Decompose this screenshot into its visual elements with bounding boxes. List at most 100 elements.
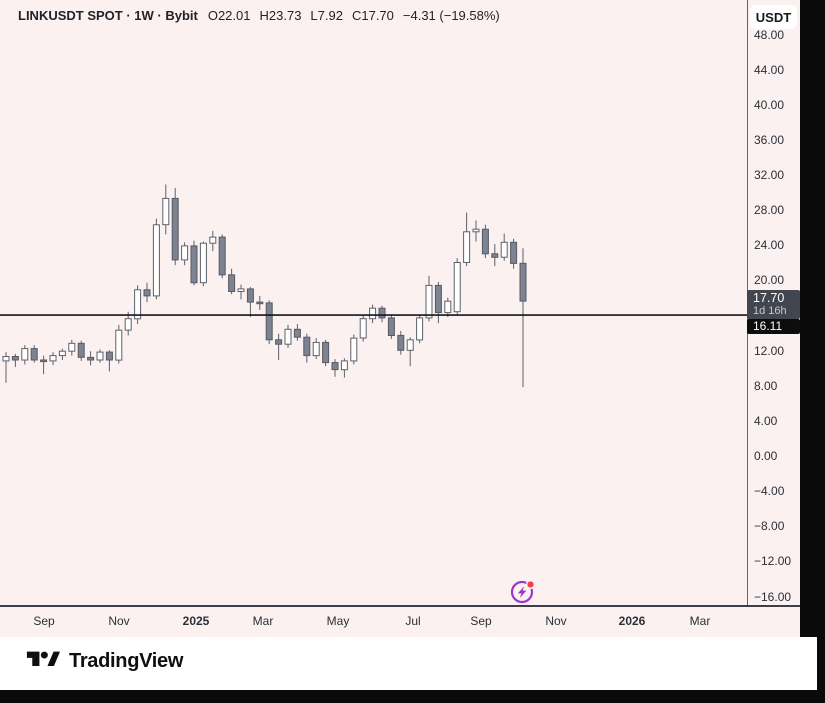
candle <box>293 324 301 341</box>
candle <box>340 358 348 378</box>
currency-button[interactable]: USDT <box>750 5 797 29</box>
tradingview-logo-link[interactable]: TradingView <box>26 650 183 673</box>
candle <box>303 333 311 363</box>
candle <box>115 324 123 364</box>
price-tick-label: 20.00 <box>754 273 785 288</box>
ohlc-open: O22.01 <box>207 8 251 23</box>
price-tick-label: 32.00 <box>754 168 785 183</box>
price-tick-label: 12.00 <box>754 343 785 358</box>
candle <box>322 339 330 367</box>
candlestick-chart[interactable] <box>0 0 747 605</box>
time-tick-label: 2026 <box>618 614 646 628</box>
footer-bar: TradingView <box>0 637 817 690</box>
candle <box>162 184 170 235</box>
candle <box>397 331 405 355</box>
candle <box>416 315 424 344</box>
candle <box>2 352 10 383</box>
price-tick-label: 36.00 <box>754 132 785 147</box>
candle <box>134 285 142 324</box>
candle <box>181 242 189 266</box>
price-axis[interactable]: 48.00 44.00 40.00 36.00 32.00 28.00 24.00 20.00… <box>747 0 800 605</box>
price-tick-label: 44.00 <box>754 62 785 77</box>
candle <box>265 300 273 345</box>
time-tick-label: 2025 <box>182 614 210 628</box>
candle <box>491 244 499 267</box>
candle <box>453 258 461 316</box>
time-tick-label: Sep <box>470 614 492 628</box>
price-tick-label: 8.00 <box>754 378 778 393</box>
current-price-badge: 17.70 1d 16h <box>747 290 800 319</box>
tradingview-brand-text: TradingView <box>69 650 184 672</box>
candle <box>49 352 57 366</box>
symbol-legend[interactable]: LINKUSDT SPOT · 1W · Bybit O22.01 H23.73 L7… <box>18 8 509 23</box>
ohlc-close: C17.70 <box>351 8 394 23</box>
spark-icon[interactable] <box>509 578 537 606</box>
candle <box>96 349 104 363</box>
candle <box>30 345 38 363</box>
candle <box>58 348 66 360</box>
price-tick-label: 28.00 <box>754 203 785 218</box>
candle <box>359 315 367 342</box>
price-tick-label: 40.00 <box>754 97 785 112</box>
price-tick-label: −16.00 <box>754 589 792 604</box>
price-tick-label: 48.00 <box>754 27 785 42</box>
candle <box>434 281 442 324</box>
candle <box>143 282 151 303</box>
candle <box>152 218 160 300</box>
price-tick-label: −4.00 <box>754 484 785 499</box>
time-tick-label: Jul <box>405 614 421 628</box>
candle <box>369 304 377 324</box>
candle <box>378 305 386 323</box>
candle <box>228 268 236 295</box>
current-price-value: 17.70 <box>753 291 785 305</box>
price-tick-label: 24.00 <box>754 238 785 253</box>
candle <box>209 230 217 252</box>
ohlc-change: −4.31 (−19.58%) <box>402 8 500 23</box>
price-tick-label: 4.00 <box>754 413 778 428</box>
candle <box>40 355 48 375</box>
candle <box>68 339 76 356</box>
time-axis[interactable]: Sep Nov 2025 Mar May Jul Sep Nov 2026 Mar <box>0 605 800 637</box>
time-tick-label: Nov <box>108 614 130 628</box>
time-tick-label: Sep <box>33 614 55 628</box>
candle <box>444 297 452 317</box>
candle <box>519 248 527 388</box>
candle <box>256 295 264 310</box>
bar-countdown: 1d 16h <box>753 305 787 317</box>
candle <box>218 234 226 279</box>
chart-panel: LINKUSDT SPOT · 1W · Bybit O22.01 H23.73 L7… <box>0 0 800 637</box>
tradingview-logo-icon <box>26 651 60 666</box>
candle <box>510 238 518 269</box>
candle <box>171 187 179 266</box>
candle <box>11 353 19 367</box>
ohlc-low: L7.92 <box>310 8 343 23</box>
line-price-badge: 16.11 <box>747 319 800 334</box>
candle <box>406 337 414 367</box>
time-tick-label: Mar <box>689 614 711 628</box>
candle <box>87 351 95 366</box>
symbol-title[interactable]: LINKUSDT SPOT · 1W · Bybit <box>18 8 198 23</box>
price-tick-label: −12.00 <box>754 554 792 569</box>
price-tick-label: −8.00 <box>754 519 785 534</box>
candle <box>500 233 508 261</box>
candle <box>275 333 283 360</box>
candle <box>246 287 254 317</box>
candle <box>21 345 29 365</box>
candle <box>387 314 395 339</box>
candle <box>237 284 245 300</box>
candle <box>77 340 85 361</box>
candle <box>199 241 207 287</box>
candle <box>481 224 489 259</box>
candle <box>190 240 198 286</box>
candle <box>284 324 292 348</box>
time-tick-label: Nov <box>545 614 567 628</box>
candle <box>350 334 358 365</box>
candle <box>312 338 320 360</box>
time-tick-label: Mar <box>252 614 274 628</box>
price-tick-label: 0.00 <box>754 449 778 464</box>
candle <box>105 350 113 372</box>
candle <box>472 220 480 242</box>
candle <box>425 275 433 322</box>
time-tick-label: May <box>326 614 350 628</box>
